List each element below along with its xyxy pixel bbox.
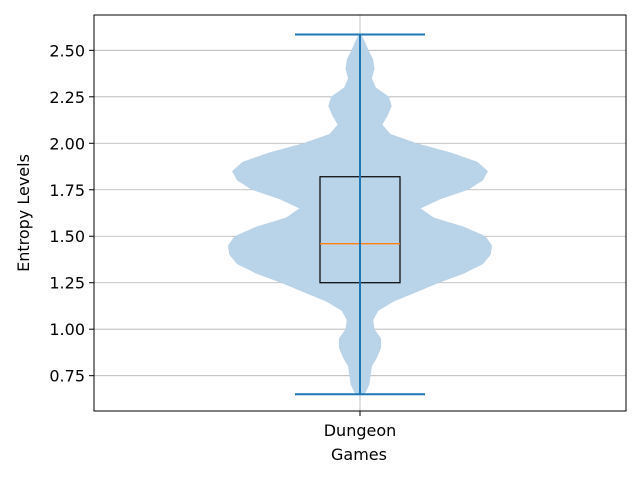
y-tick-label: 2.00 [49,134,85,153]
x-tick-label: Dungeon [324,421,397,440]
y-tick-label: 1.25 [49,274,85,293]
y-tick-label: 1.00 [49,320,85,339]
y-tick-label: 1.50 [49,227,85,246]
tick-layer: 0.75 1.00 1.25 1.50 1.75 2.00 2.25 2.50 Dungeon [49,41,396,440]
y-axis-label: Entropy Levels [14,154,33,272]
whisker-layer [295,33,425,396]
x-axis-label: Games [331,445,387,464]
y-tick-label: 1.75 [49,181,85,200]
y-tick-label: 2.50 [49,41,85,60]
y-tick-label: 0.75 [49,367,85,386]
y-tick-label: 2.25 [49,88,85,107]
